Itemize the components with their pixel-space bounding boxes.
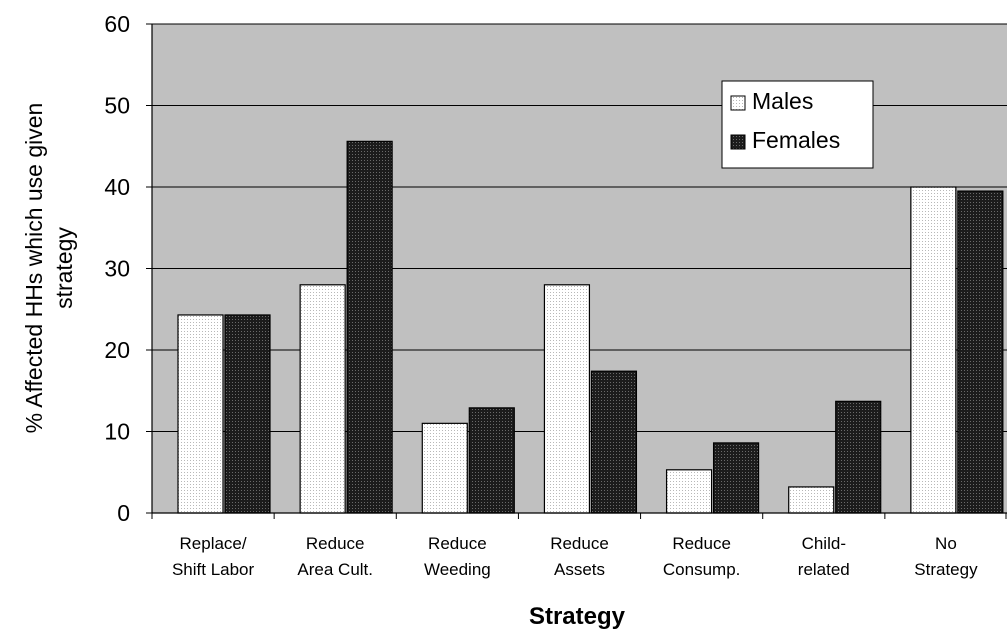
y-tick-label: 20 (104, 337, 130, 363)
bar-males-2 (421, 422, 468, 514)
y-tick-label: 40 (104, 174, 130, 200)
bar-males-3 (543, 284, 591, 514)
bar-females-4 (712, 442, 760, 514)
legend-label-females: Females (752, 127, 840, 153)
category-label: Child-related (798, 534, 850, 579)
bar-females-6 (957, 190, 1004, 514)
y-tick-label: 30 (104, 256, 130, 282)
x-axis-title: Strategy (529, 603, 626, 630)
category-label: Reduce Weeding (424, 534, 491, 579)
bar-females-0 (224, 314, 271, 514)
legend-swatch-females (730, 134, 746, 150)
legend-box (721, 80, 874, 169)
bar-females-2 (468, 407, 515, 514)
category-label: Replace/Shift Labor (172, 534, 255, 579)
bar-males-6 (910, 186, 957, 514)
bar-females-1 (346, 140, 393, 514)
category-label: No Strategy (914, 534, 978, 579)
category-label: Reduce Area Cult. (297, 534, 373, 579)
bar-males-4 (665, 469, 713, 514)
category-label: Reduce Consump. (663, 534, 740, 579)
bar-females-3 (590, 370, 638, 514)
y-tick-label: 50 (104, 93, 130, 119)
legend-swatch-males (730, 95, 746, 111)
bar-males-5 (788, 486, 835, 514)
bar-males-0 (177, 314, 224, 514)
y-tick-label: 10 (104, 419, 130, 445)
legend-label-males: Males (752, 88, 813, 114)
category-label: Reduce Assets (550, 534, 609, 579)
y-axis-title: % Affected HHs which use given strategy (21, 103, 77, 434)
bar-females-5 (835, 400, 882, 514)
y-tick-label: 0 (117, 500, 130, 526)
y-tick-label: 60 (104, 11, 130, 37)
bar-males-1 (299, 284, 346, 514)
